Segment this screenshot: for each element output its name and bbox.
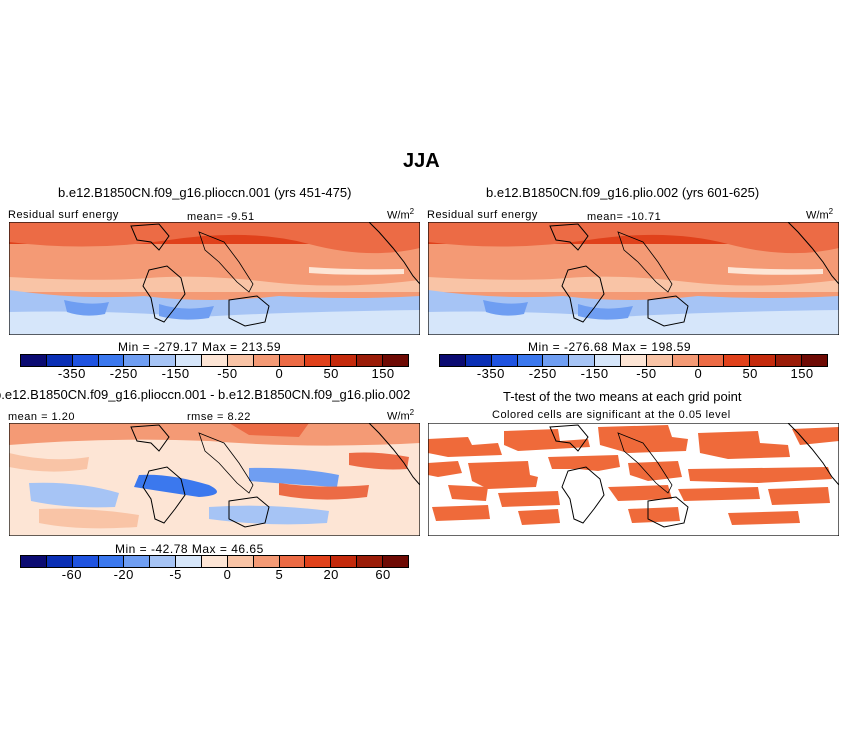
panel1-title: b.e12.B1850CN.f09_g16.plioccn.001 (yrs 4… [58, 185, 352, 200]
panel2-colorbar-labels: -350 -250 -150 -50 0 50 150 [439, 366, 828, 382]
colorbar-tick-label: 0 [694, 366, 703, 381]
colorbar-swatch [357, 355, 384, 366]
panel1-unit: W/m2 [387, 207, 415, 222]
colorbar-swatch [150, 355, 177, 366]
panel4-title: T-test of the two means at each grid poi… [503, 389, 742, 404]
panel3-colorbar [20, 555, 409, 568]
colorbar-tick-label: -350 [57, 366, 86, 381]
colorbar-tick-label: -150 [161, 366, 190, 381]
colorbar-tick-label: -5 [169, 567, 182, 582]
panel3-map [9, 423, 420, 536]
colorbar-swatch [543, 355, 570, 366]
panel1-minmax: Min = -279.17 Max = 213.59 [118, 340, 282, 354]
colorbar-swatch [672, 355, 699, 366]
colorbar-swatch [202, 556, 228, 567]
colorbar-tick-label: -20 [113, 567, 134, 582]
colorbar-swatch [724, 355, 751, 366]
colorbar-tick-label: -50 [217, 366, 238, 381]
colorbar-tick-label: 0 [275, 366, 284, 381]
colorbar-swatch [383, 556, 408, 567]
colorbar-tick-label: 20 [323, 567, 339, 582]
panel2-unit: W/m2 [806, 207, 834, 222]
colorbar-tick-label: -250 [528, 366, 557, 381]
colorbar-swatch [595, 355, 622, 366]
panel2-map [428, 222, 839, 335]
colorbar-swatch [72, 556, 99, 567]
panel4-map [428, 423, 839, 536]
colorbar-swatch [253, 556, 280, 567]
colorbar-tick-label: -250 [109, 366, 138, 381]
colorbar-swatch [279, 355, 306, 366]
panel1-map [9, 222, 420, 335]
colorbar-swatch [776, 355, 803, 366]
colorbar-swatch [569, 355, 596, 366]
panel2-title: b.e12.B1850CN.f09_g16.plio.002 (yrs 601-… [486, 185, 760, 200]
colorbar-swatch [176, 556, 203, 567]
colorbar-swatch [46, 556, 73, 567]
colorbar-swatch [491, 355, 518, 366]
colorbar-swatch [21, 556, 47, 567]
colorbar-tick-label: 5 [275, 567, 284, 582]
colorbar-tick-label: 50 [323, 366, 339, 381]
panel3-minmax: Min = -42.78 Max = 46.65 [115, 542, 264, 556]
colorbar-swatch [46, 355, 73, 366]
colorbar-swatch [383, 355, 408, 366]
colorbar-swatch [305, 355, 332, 366]
panel3-rmse: rmse = 8.22 [187, 411, 251, 423]
panel2-mean: mean= -10.71 [587, 211, 662, 223]
panel4-subtitle: Colored cells are significant at the 0.0… [492, 409, 731, 421]
colorbar-swatch [21, 355, 47, 366]
colorbar-tick-label: 60 [375, 567, 391, 582]
colorbar-swatch [465, 355, 492, 366]
colorbar-swatch [202, 355, 228, 366]
colorbar-tick-label: -150 [580, 366, 609, 381]
colorbar-swatch [646, 355, 673, 366]
panel2-colorbar [439, 354, 828, 367]
colorbar-swatch [98, 556, 125, 567]
colorbar-swatch [305, 556, 332, 567]
panel1-variable-label: Residual surf energy [8, 209, 119, 221]
colorbar-swatch [227, 556, 254, 567]
colorbar-swatch [802, 355, 827, 366]
panel3-unit: W/m2 [387, 408, 415, 423]
colorbar-tick-label: 0 [223, 567, 232, 582]
figure-title: JJA [403, 150, 440, 172]
colorbar-tick-label: -50 [636, 366, 657, 381]
colorbar-swatch [331, 355, 358, 366]
colorbar-swatch [227, 355, 254, 366]
colorbar-swatch [279, 556, 306, 567]
colorbar-swatch [621, 355, 647, 366]
colorbar-tick-label: -60 [61, 567, 83, 582]
panel3-mean: mean = 1.20 [8, 411, 75, 423]
colorbar-swatch [357, 556, 384, 567]
colorbar-swatch [150, 556, 177, 567]
colorbar-swatch [440, 355, 466, 366]
panel1-colorbar [20, 354, 409, 367]
panel3-title: b.e12.B1850CN.f09_g16.plioccn.001 - b.e1… [0, 387, 411, 402]
colorbar-swatch [98, 355, 125, 366]
colorbar-swatch [72, 355, 99, 366]
colorbar-tick-label: 50 [742, 366, 758, 381]
panel2-variable-label: Residual surf energy [427, 209, 538, 221]
panel1-mean: mean= -9.51 [187, 211, 255, 223]
panel1-colorbar-labels: -350 -250 -150 -50 0 50 150 [20, 366, 409, 382]
colorbar-swatch [124, 355, 151, 366]
panel3-colorbar-labels: -60 -20 -5 0 5 20 60 [20, 567, 409, 583]
colorbar-swatch [698, 355, 725, 366]
panel2-minmax: Min = -276.68 Max = 198.59 [528, 340, 692, 354]
colorbar-tick-label: 150 [790, 366, 814, 381]
colorbar-swatch [750, 355, 777, 366]
colorbar-swatch [517, 355, 544, 366]
colorbar-swatch [253, 355, 280, 366]
colorbar-swatch [176, 355, 203, 366]
colorbar-tick-label: 150 [371, 366, 395, 381]
colorbar-tick-label: -350 [476, 366, 505, 381]
colorbar-swatch [331, 556, 358, 567]
colorbar-swatch [124, 556, 151, 567]
